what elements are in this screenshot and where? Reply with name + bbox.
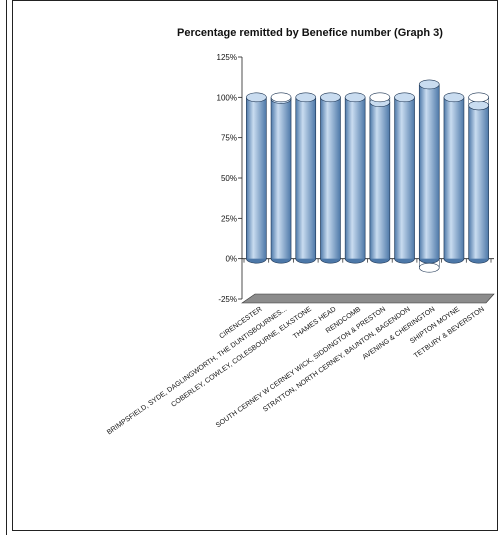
bar	[246, 97, 267, 259]
bar	[394, 97, 415, 259]
y-tick-label: 0%	[225, 255, 237, 264]
bar	[320, 97, 341, 259]
bar-under-cap	[418, 262, 440, 273]
bar	[419, 84, 440, 259]
bar-top	[443, 92, 465, 103]
bar	[369, 102, 390, 259]
y-tick-label: 75%	[221, 134, 237, 143]
bar-top	[246, 92, 267, 103]
left-divider	[6, 0, 7, 535]
bar-top	[394, 92, 415, 103]
bar-top	[468, 100, 489, 111]
plot-area: 125%100%75%50%25%0%-25%CIRENCESTERBRIMPS…	[106, 53, 495, 437]
bar	[443, 97, 464, 259]
bar	[271, 98, 292, 259]
chart-title: Percentage remitted by Benefice number (…	[177, 27, 443, 39]
bar-top	[295, 92, 317, 103]
bar-top	[418, 79, 440, 90]
y-tick-label: 125%	[217, 53, 237, 62]
y-tick-label: 50%	[221, 174, 237, 183]
bar-target-cap	[468, 92, 489, 103]
x-category-label: BRIMPSFIELD, SYDE, DAGLINGWORTH, THE DUN…	[106, 306, 288, 437]
bar	[295, 97, 316, 259]
y-tick-label: -25%	[218, 295, 237, 304]
bar	[468, 105, 489, 259]
bar-target-cap	[369, 92, 391, 103]
y-tick-label: 100%	[217, 93, 237, 102]
y-tick-label: 25%	[221, 214, 237, 223]
x-category-label: THAMES HEAD	[292, 306, 337, 341]
chart-floor	[241, 293, 495, 304]
bar-target-cap	[270, 92, 292, 103]
bar	[345, 97, 366, 259]
bar-top	[320, 92, 341, 103]
chart-frame	[12, 0, 498, 531]
bar-top	[344, 92, 366, 103]
